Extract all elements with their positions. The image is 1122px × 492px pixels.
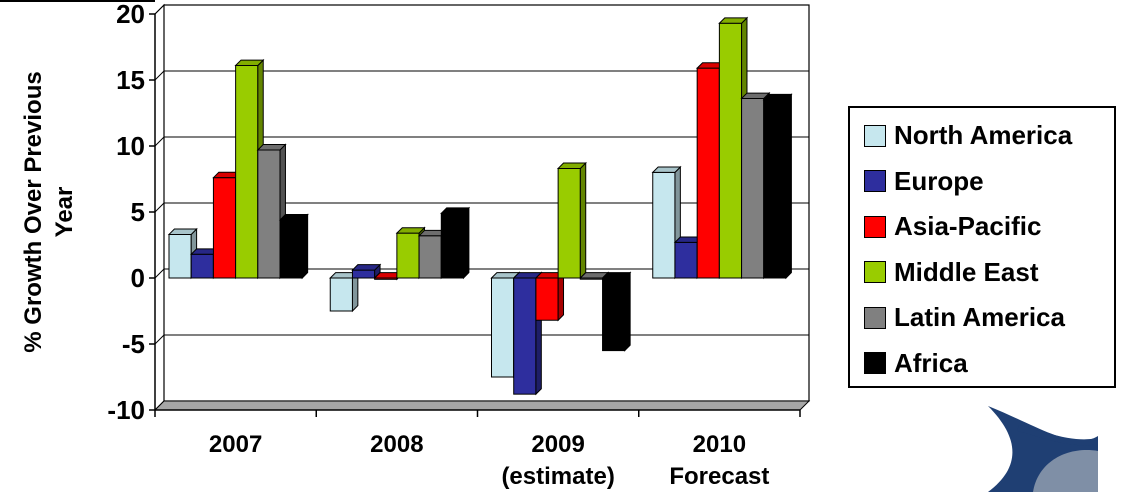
legend-item: North America — [864, 113, 1114, 159]
bar — [673, 235, 704, 280]
bar — [534, 271, 565, 322]
y-tick-label: -10 — [107, 395, 145, 425]
x-tick-label: (estimate) — [501, 463, 614, 490]
legend-item: Middle East — [864, 250, 1114, 296]
y-tick-label: 10 — [116, 131, 145, 161]
gridline-connector — [154, 334, 165, 345]
bar — [278, 213, 309, 280]
legend-swatch — [864, 124, 886, 147]
y-tick-label: 5 — [131, 197, 145, 227]
y-axis-title: % Growth Over Previous — [20, 71, 47, 352]
legend-item: Europe — [864, 159, 1114, 205]
bar — [762, 93, 793, 280]
y-tick-label: 20 — [116, 0, 145, 29]
legend-swatch — [864, 306, 886, 329]
legend-label: North America — [894, 120, 1073, 151]
legend-label: Africa — [894, 347, 968, 378]
legend-label: Asia-Pacific — [894, 211, 1042, 242]
gridline-connector — [154, 136, 165, 147]
legend-label: Middle East — [894, 256, 1039, 287]
chart-legend: North America Europe Asia-Pacific Middle Ea… — [848, 106, 1116, 388]
legend-swatch — [864, 352, 886, 375]
gridline-connector — [154, 70, 165, 81]
legend-item: Asia-Pacific — [864, 204, 1114, 250]
legend-label: Europe — [894, 165, 984, 196]
legend-item: Latin America — [864, 295, 1114, 341]
y-tick-label: 15 — [116, 65, 145, 95]
legend-swatch — [864, 170, 886, 193]
bar — [601, 271, 632, 352]
gridline-connector — [154, 202, 165, 213]
legend-swatch — [864, 215, 886, 238]
x-tick-label: 2010 — [693, 431, 746, 458]
company-logo-icon — [988, 406, 1098, 492]
x-tick-label: Forecast — [669, 463, 769, 490]
y-axis-title-line2: Year — [51, 187, 78, 238]
y-tick-label: -5 — [122, 329, 145, 359]
legend-label: Latin America — [894, 302, 1065, 333]
y-tick-label: 0 — [131, 263, 145, 293]
bar — [556, 161, 587, 280]
x-tick-label: 2007 — [209, 431, 262, 458]
legend-item: Africa — [864, 341, 1114, 387]
x-tick-label: 2008 — [370, 431, 423, 458]
top-rule — [0, 0, 155, 2]
gridline-connector — [154, 268, 165, 279]
legend-swatch — [864, 261, 886, 284]
bar — [329, 271, 360, 313]
bar — [351, 263, 382, 280]
x-tick-label: 2009 — [531, 431, 584, 458]
plot-floor — [153, 400, 811, 411]
bar — [440, 206, 471, 280]
